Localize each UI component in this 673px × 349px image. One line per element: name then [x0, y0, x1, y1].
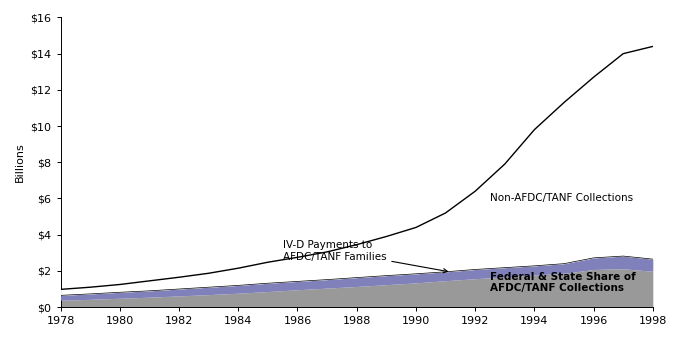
Text: Non-AFDC/TANF Collections: Non-AFDC/TANF Collections — [490, 193, 633, 203]
Y-axis label: Billions: Billions — [15, 142, 25, 182]
Text: Federal & State Share of
AFDC/TANF Collections: Federal & State Share of AFDC/TANF Colle… — [490, 272, 636, 294]
Text: IV-D Payments to
AFDC/TANF Families: IV-D Payments to AFDC/TANF Families — [283, 240, 448, 273]
